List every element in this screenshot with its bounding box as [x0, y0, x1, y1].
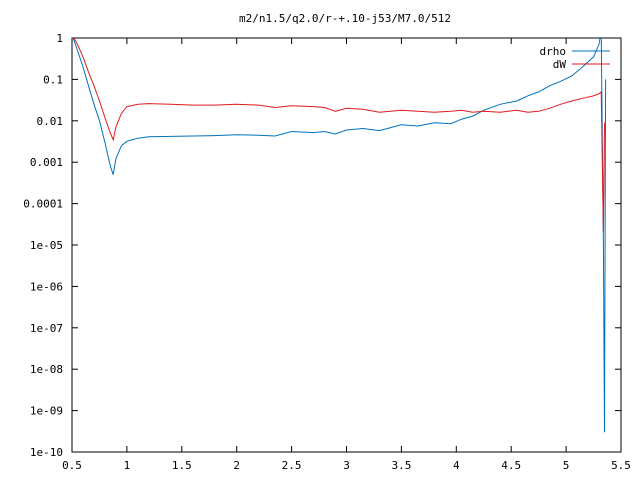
series-layer — [72, 38, 607, 433]
y-tick-label: 1e-09 — [30, 405, 63, 418]
x-tick-label: 2 — [233, 459, 240, 472]
x-tick-label: 2.5 — [282, 459, 302, 472]
legend-label-drho: drho — [540, 45, 567, 58]
x-tick-label: 3 — [343, 459, 350, 472]
x-tick-label: 1 — [124, 459, 131, 472]
x-tick-label: 5 — [563, 459, 570, 472]
legend-label-dW: dW — [553, 58, 567, 71]
x-tick-label: 1.5 — [172, 459, 192, 472]
chart-title: m2/n1.5/q2.0/r-+.10-j53/M7.0/512 — [239, 12, 451, 25]
y-tick-label: 1e-05 — [30, 239, 63, 252]
x-tick-label: 5.5 — [611, 459, 631, 472]
y-tick-label: 0.01 — [37, 115, 64, 128]
ticks-layer: 0.5 1 1.5 2 2.5 3 3.5 4 4.5 5 5.5 1 0.1 0.01 0.001 0.00… — [23, 32, 631, 472]
series-line-dW — [73, 38, 607, 233]
x-tick-label: 4.5 — [501, 459, 521, 472]
y-tick-label: 0.0001 — [23, 198, 63, 211]
series-line-drho — [72, 38, 607, 433]
y-tick-label: 0.1 — [43, 73, 63, 86]
plot-frame — [71, 37, 622, 453]
y-tick-label: 1e-08 — [30, 363, 63, 376]
y-tick-label: 1e-07 — [30, 322, 63, 335]
x-tick-label: 0.5 — [62, 459, 82, 472]
y-tick-label: 0.001 — [30, 156, 63, 169]
x-tick-label: 3.5 — [391, 459, 411, 472]
y-tick-label: 1e-06 — [30, 280, 63, 293]
y-tick-label: 1e-10 — [30, 446, 63, 459]
x-tick-label: 4 — [453, 459, 460, 472]
y-tick-label: 1 — [56, 32, 63, 45]
